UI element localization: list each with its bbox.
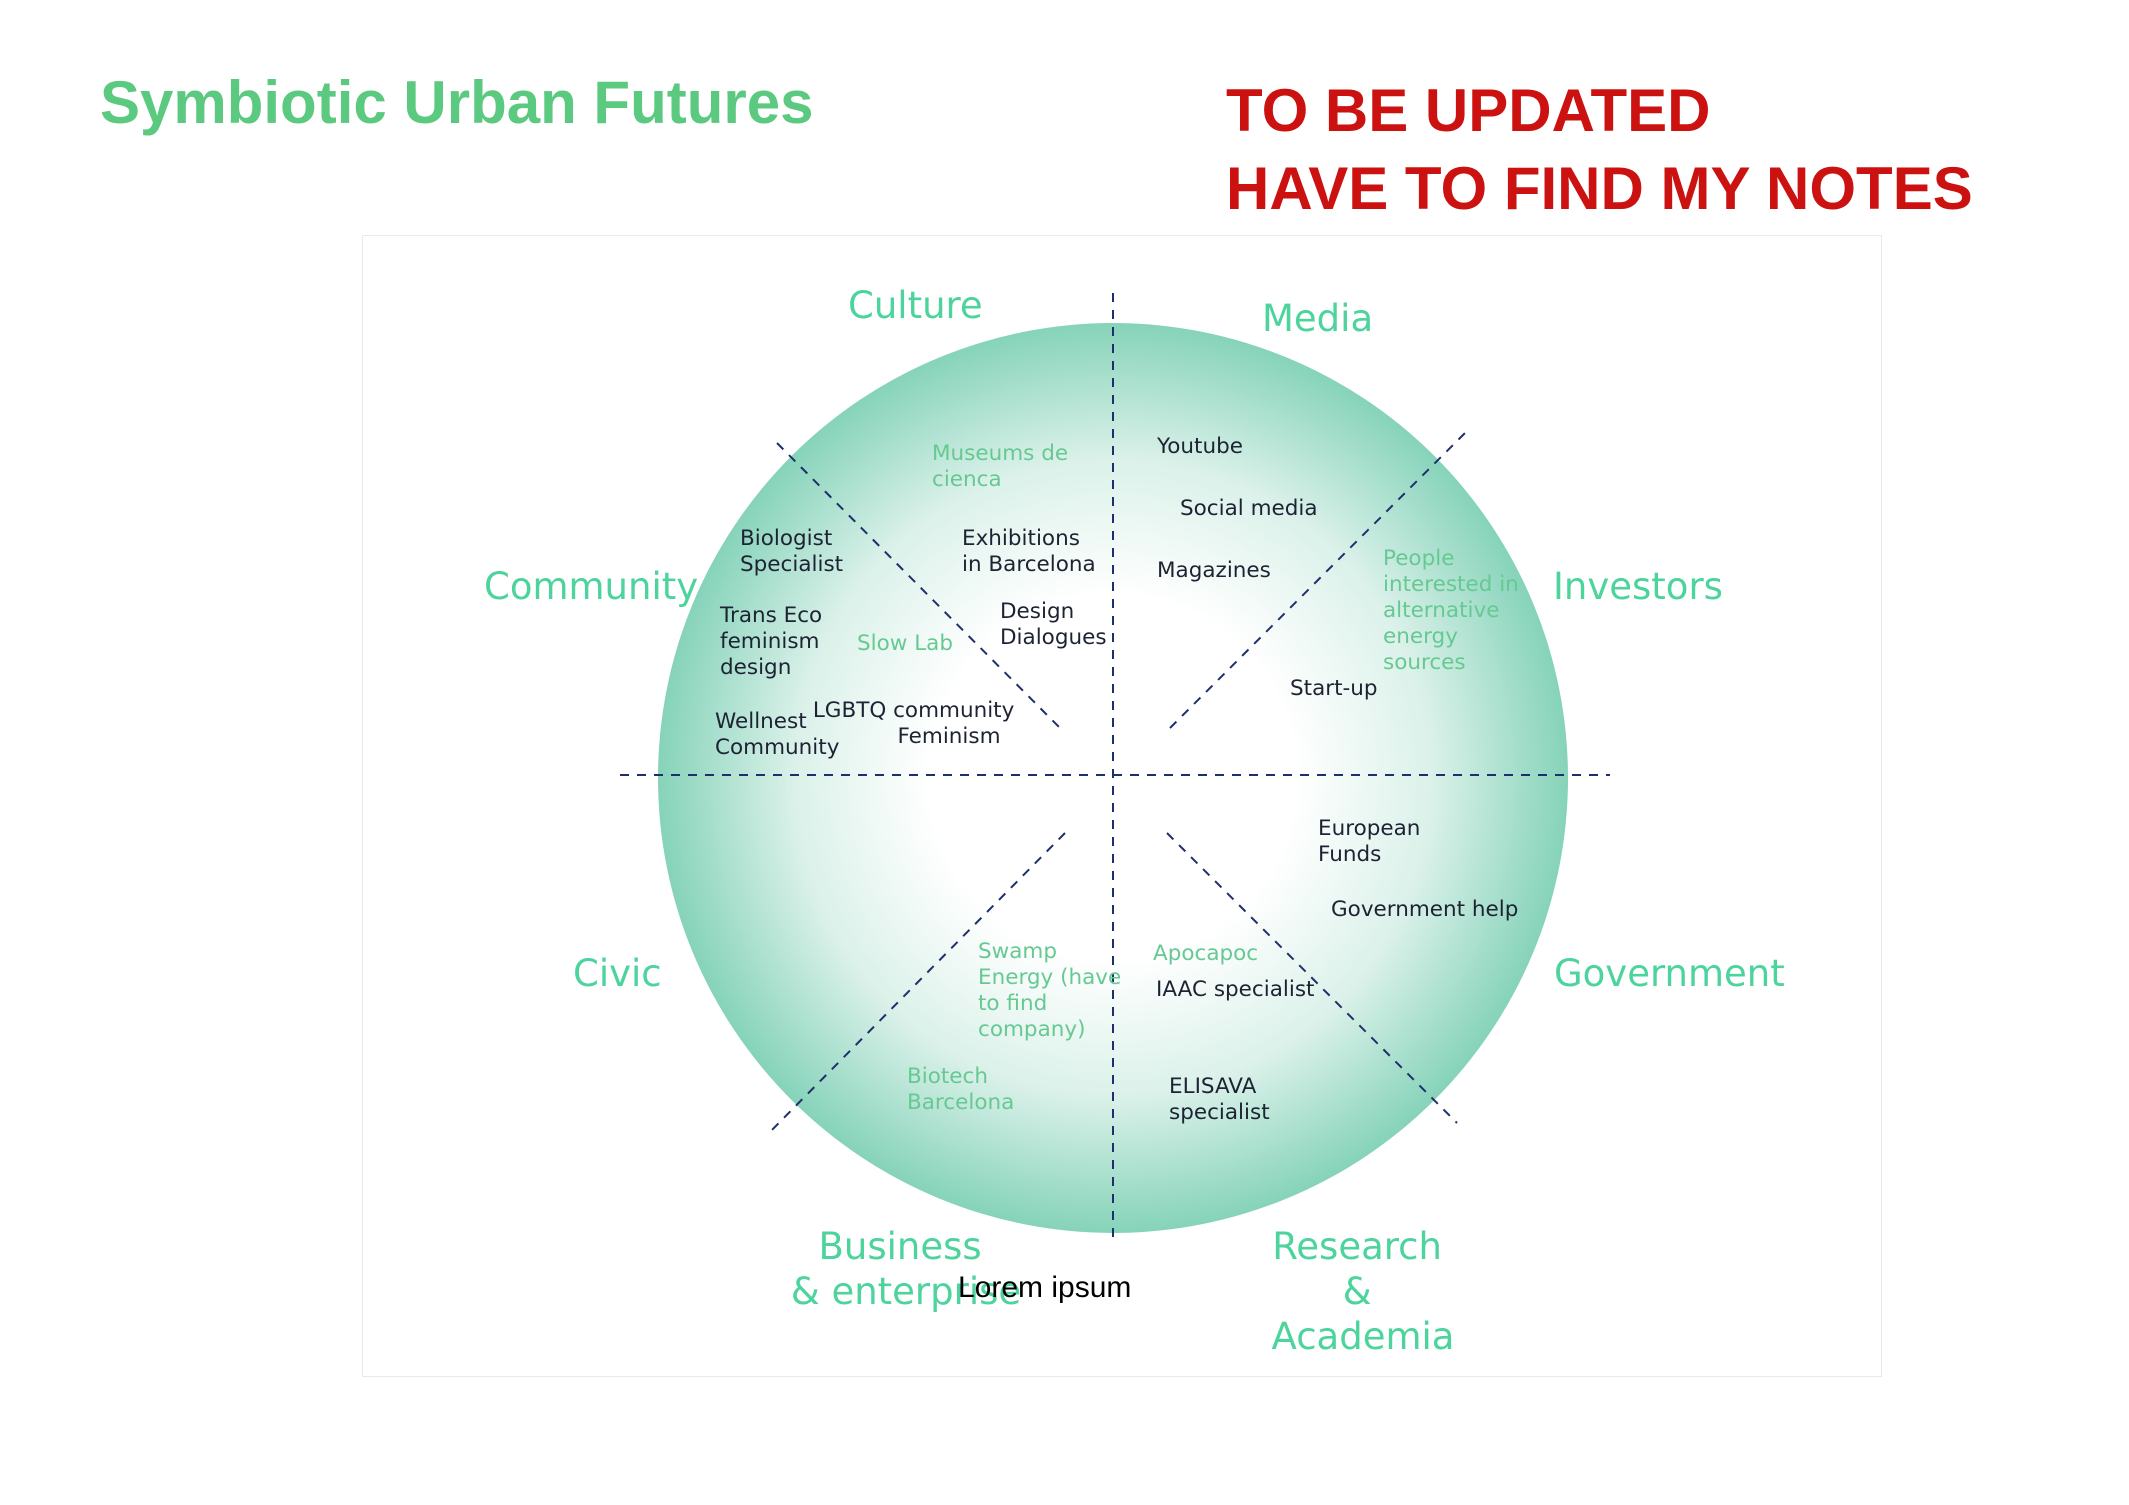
notice-line-2: HAVE TO FIND MY NOTES xyxy=(1226,155,1973,222)
item-biologist: Biologist Specialist xyxy=(740,526,843,577)
item-line: Design xyxy=(1000,599,1074,624)
item-lgbtq: LGBTQ community Feminism xyxy=(813,698,1021,749)
item-line: Funds xyxy=(1318,842,1381,867)
item-line: to find xyxy=(978,991,1047,1016)
item-swamp-energy: Swamp Energy (have to find company) xyxy=(978,939,1128,1042)
item-line: Energy (have xyxy=(978,965,1121,990)
item-line: cienca xyxy=(932,467,1002,492)
item-line: ELISAVA xyxy=(1169,1074,1257,1099)
item-european-funds: European Funds xyxy=(1318,816,1427,867)
sector-label-government: Government xyxy=(1554,952,1785,995)
item-line: design xyxy=(720,655,791,680)
item-line: Dialogues xyxy=(1000,625,1107,650)
divider-top-right xyxy=(1169,429,1469,729)
item-line: Biotech xyxy=(907,1064,988,1089)
item-line: Wellnest xyxy=(715,709,807,734)
item-line: Swamp xyxy=(978,939,1057,964)
sector-label-research: Research & Academia xyxy=(1272,1225,1455,1358)
item-government-help: Government help xyxy=(1331,897,1518,922)
item-apocapoc: Apocapoc xyxy=(1153,941,1258,966)
update-notice: TO BE UPDATED HAVE TO FIND MY NOTES xyxy=(1226,72,1973,228)
lorem-ipsum-text: Lorem ipsum xyxy=(958,1271,1131,1304)
item-line: Museums de xyxy=(932,441,1068,466)
item-youtube: Youtube xyxy=(1156,434,1243,459)
page-title: Symbiotic Urban Futures xyxy=(100,69,814,136)
sector-label-research-line: Academia xyxy=(1272,1315,1455,1358)
sector-label-civic: Civic xyxy=(573,952,662,995)
sector-label-business-line: Business xyxy=(819,1225,982,1268)
item-elisava: ELISAVA specialist xyxy=(1169,1074,1270,1125)
item-line: Feminism xyxy=(897,724,1000,749)
sector-label-media: Media xyxy=(1262,297,1373,340)
item-wellnest: Wellnest Community xyxy=(715,709,840,760)
item-line: Community xyxy=(715,735,840,760)
item-line: energy xyxy=(1383,624,1458,649)
item-line: feminism xyxy=(720,629,819,654)
item-museums: Museums de cienca xyxy=(932,441,1075,492)
sector-label-research-line: & xyxy=(1343,1270,1372,1313)
diagram-frame xyxy=(362,235,1882,1377)
item-slow-lab: Slow Lab xyxy=(857,631,953,656)
item-line: Biologist xyxy=(740,526,832,551)
sector-label-community: Community xyxy=(484,565,698,608)
item-line: alternative xyxy=(1383,598,1499,623)
item-people-interested: People interested in alternative energy … xyxy=(1383,546,1526,675)
item-line: European xyxy=(1318,816,1420,841)
item-line: Trans Eco xyxy=(719,603,822,628)
sector-label-culture: Culture xyxy=(848,284,983,327)
item-line: Exhibitions xyxy=(962,526,1080,551)
sector-label-investors: Investors xyxy=(1553,565,1723,608)
item-line: Specialist xyxy=(740,552,843,577)
sector-label-research-line: Research xyxy=(1272,1225,1442,1268)
item-exhibitions: Exhibitions in Barcelona xyxy=(962,526,1096,577)
item-line: interested in xyxy=(1383,572,1519,597)
item-biotech: Biotech Barcelona xyxy=(907,1064,1014,1115)
sector-dividers xyxy=(620,293,1610,1245)
item-line: in Barcelona xyxy=(962,552,1096,577)
sector-label-business: Business & enterprise xyxy=(791,1225,1021,1313)
item-iaac: IAAC specialist xyxy=(1156,977,1314,1002)
item-design-dialogues: Design Dialogues xyxy=(1000,599,1107,650)
item-social-media: Social media xyxy=(1180,496,1318,521)
item-line: specialist xyxy=(1169,1100,1270,1125)
item-line: LGBTQ community xyxy=(813,698,1015,723)
item-line: Barcelona xyxy=(907,1090,1014,1115)
sector-label-business-line: & enterprise xyxy=(791,1270,1021,1313)
divider-bottom-left xyxy=(766,832,1066,1136)
item-startup: Start-up xyxy=(1290,676,1378,701)
item-line: People xyxy=(1383,546,1454,571)
divider-bottom-right xyxy=(1166,832,1458,1124)
item-line: company) xyxy=(978,1017,1085,1042)
notice-line-1: TO BE UPDATED xyxy=(1226,77,1711,144)
item-trans-eco: Trans Eco feminism design xyxy=(719,603,829,680)
item-magazines: Magazines xyxy=(1157,558,1271,583)
item-line: sources xyxy=(1383,650,1466,675)
